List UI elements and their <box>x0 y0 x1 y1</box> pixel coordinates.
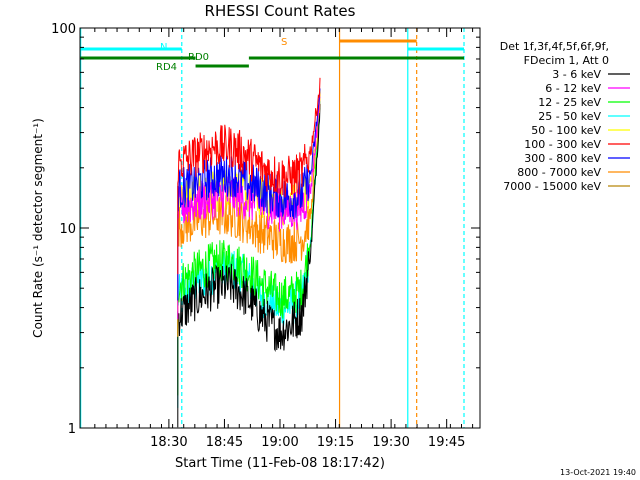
series-line <box>177 88 321 301</box>
data-series <box>177 77 321 428</box>
y-tick-label: 100 <box>51 22 76 37</box>
legend: Det 1f,3f,4f,5f,6f,9f,FDecim 1, Att 03 -… <box>500 40 630 193</box>
legend-entry-label: 100 - 300 keV <box>524 138 601 151</box>
legend-entry-label: 12 - 25 keV <box>538 96 601 109</box>
y-tick-label: 10 <box>59 222 76 237</box>
legend-entry-label: 300 - 800 keV <box>524 152 601 165</box>
series-line <box>177 91 321 337</box>
annotation-rd0: RD0 <box>188 52 209 63</box>
x-tick-label: 19:30 <box>372 435 409 450</box>
series-line <box>177 103 321 428</box>
series-line <box>177 108 321 396</box>
x-tick-label: 19:00 <box>261 435 298 450</box>
x-tick-label: 18:45 <box>206 435 243 450</box>
legend-entry-label: 25 - 50 keV <box>538 110 601 123</box>
axes: 18:30 18:45 19:00 19:15 19:30 19:45 1 10 100 <box>51 22 481 450</box>
x-axis-label: Start Time (11-Feb-08 18:17:42) <box>175 456 385 471</box>
chart-title: RHESSI Count Rates <box>205 2 356 20</box>
annotation-n: N <box>160 42 167 53</box>
x-tick-label: 19:45 <box>428 435 465 450</box>
legend-entry-label: 6 - 12 keV <box>545 82 601 95</box>
legend-header-line: FDecim 1, Att 0 <box>524 54 609 67</box>
series-line <box>177 77 321 275</box>
legend-header-line: Det 1f,3f,4f,5f,6f,9f, <box>500 40 609 53</box>
legend-entry-label: 3 - 6 keV <box>552 68 601 81</box>
x-tick-label: 19:15 <box>317 435 354 450</box>
legend-entry-label: 7000 - 15000 keV <box>503 180 601 193</box>
annotation-s: S <box>281 37 287 48</box>
timestamp: 13-Oct-2021 19:40 <box>560 468 636 477</box>
legend-entry-label: 50 - 100 keV <box>531 124 601 137</box>
y-axis-label: Count Rate (s⁻¹ detector segment⁻¹) <box>31 118 45 338</box>
x-tick-label: 18:30 <box>150 435 187 450</box>
y-tick-label: 1 <box>68 422 76 437</box>
annotation-rd4: RD4 <box>156 62 177 73</box>
legend-entry-label: 800 - 7000 keV <box>517 166 601 179</box>
